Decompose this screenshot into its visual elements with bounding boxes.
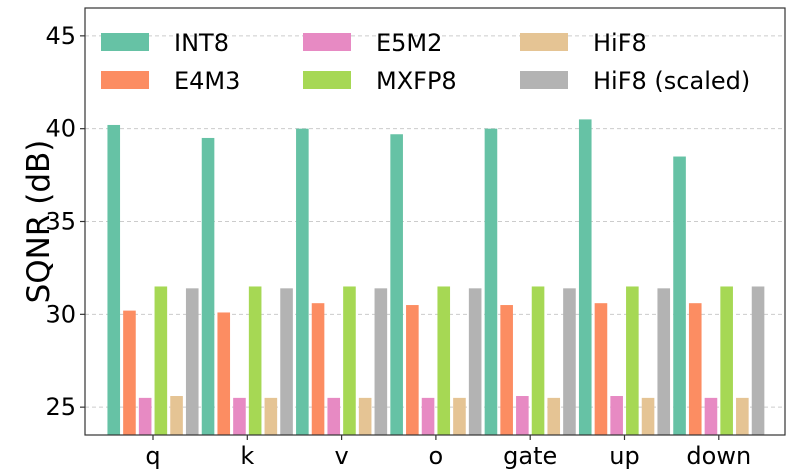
bar-mxfp8-k xyxy=(248,286,262,435)
legend-label: E4M3 xyxy=(174,67,240,95)
legend-item-e4m3: E4M3 xyxy=(101,67,240,95)
bar-mxfp8-gate xyxy=(531,286,545,435)
legend-label: HiF8 (scaled) xyxy=(593,67,750,95)
bar-hif8-q xyxy=(170,396,183,435)
bar-hif8-down xyxy=(736,397,749,435)
x-tick-label: q xyxy=(145,442,160,470)
bar-mxfp8-down xyxy=(720,286,733,435)
legend-item-hif8: HiF8 xyxy=(520,29,647,57)
bar-e5m2-q xyxy=(138,397,152,435)
bar-mxfp8-up xyxy=(626,286,639,435)
legend: INT8 E4M3 E5M2 MXFP8 HiF8 HiF8 (scaled) xyxy=(101,29,750,95)
bar-e5m2-k xyxy=(233,397,246,435)
legend-label: E5M2 xyxy=(376,29,442,57)
bars xyxy=(107,119,765,436)
legend-label: MXFP8 xyxy=(376,67,457,95)
bar-e4m3-q xyxy=(123,310,136,435)
bar-int8-v xyxy=(296,128,309,435)
bar-mxfp8-q xyxy=(154,286,168,435)
y-axis: 25 30 35 40 45 xyxy=(45,22,85,421)
bar-int8-k xyxy=(201,137,215,435)
bar-e5m2-gate xyxy=(516,396,529,435)
bar-hif8-k xyxy=(264,397,278,435)
bar-hif8-scaled-gate xyxy=(563,288,576,435)
legend-swatch xyxy=(520,71,568,89)
x-tick-label: up xyxy=(609,442,639,470)
y-tick-label: 35 xyxy=(45,208,76,236)
bar-hif8-gate xyxy=(547,397,561,435)
legend-item-hif8-scaled: HiF8 (scaled) xyxy=(520,67,750,95)
bar-e5m2-down xyxy=(704,397,718,435)
bar-e5m2-up xyxy=(610,396,623,435)
legend-label: HiF8 xyxy=(593,29,647,57)
bar-e4m3-v xyxy=(311,303,325,435)
bar-hif8-scaled-up xyxy=(657,288,671,435)
bar-hif8-v xyxy=(358,397,372,435)
x-tick-label: v xyxy=(334,442,348,470)
bar-e5m2-v xyxy=(327,397,341,435)
y-tick-label: 30 xyxy=(45,300,76,328)
bar-hif8-scaled-v xyxy=(374,288,388,435)
x-axis: q k v o gate up down xyxy=(145,435,751,470)
x-tick-label: o xyxy=(429,442,444,470)
bar-hif8-scaled-k xyxy=(280,288,293,435)
bar-int8-o xyxy=(390,134,403,436)
bar-int8-up xyxy=(578,119,592,436)
bar-hif8-scaled-q xyxy=(185,288,199,435)
bar-e4m3-up xyxy=(594,303,608,435)
legend-swatch xyxy=(303,33,351,51)
bar-e4m3-gate xyxy=(500,305,513,435)
legend-swatch xyxy=(101,33,149,51)
x-tick-label: gate xyxy=(503,442,557,470)
y-tick-label: 25 xyxy=(45,393,76,421)
bar-hif8-up xyxy=(641,397,655,435)
y-axis-label: SQNR (dB) xyxy=(21,140,57,304)
legend-item-e5m2: E5M2 xyxy=(303,29,442,57)
bar-e4m3-k xyxy=(217,312,231,435)
bar-e5m2-o xyxy=(421,397,435,435)
bar-int8-q xyxy=(107,124,121,435)
legend-swatch xyxy=(303,71,351,89)
bar-int8-gate xyxy=(484,128,498,435)
legend-swatch xyxy=(520,33,568,51)
x-tick-label: k xyxy=(240,442,254,470)
bar-e4m3-down xyxy=(688,303,702,435)
legend-label: INT8 xyxy=(174,29,229,57)
legend-item-int8: INT8 xyxy=(101,29,229,57)
y-tick-label: 40 xyxy=(45,115,76,143)
bar-e4m3-o xyxy=(406,305,419,435)
bar-hif8-scaled-o xyxy=(468,288,482,435)
y-tick-label: 45 xyxy=(45,22,76,50)
bar-hif8-o xyxy=(453,397,466,435)
bar-int8-down xyxy=(673,156,686,436)
legend-item-mxfp8: MXFP8 xyxy=(303,67,457,95)
legend-swatch xyxy=(101,71,149,89)
x-tick-label: down xyxy=(686,442,751,470)
bar-mxfp8-v xyxy=(343,286,356,435)
bar-hif8-scaled-down xyxy=(751,286,765,435)
bar-mxfp8-o xyxy=(437,286,451,435)
